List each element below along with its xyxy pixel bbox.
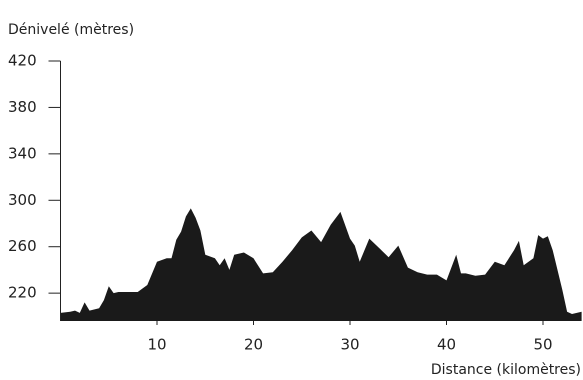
y-tick-label: 260 (8, 237, 37, 255)
y-tick-label: 340 (8, 144, 37, 162)
y-tick-label: 300 (8, 191, 37, 209)
x-tick-label: 30 (340, 336, 359, 354)
y-tick-label: 380 (8, 98, 37, 116)
y-tick-label: 420 (8, 52, 37, 70)
x-tick-label: 20 (244, 336, 263, 354)
elevation-area (60, 208, 582, 321)
y-axis-title: Dénivelé (mètres) (8, 22, 134, 38)
y-tick-label: 220 (8, 284, 37, 302)
x-tick-label: 50 (533, 336, 552, 354)
x-axis-title: Distance (kilomètres) (431, 362, 581, 378)
x-tick-label: 40 (437, 336, 456, 354)
x-tick-label: 10 (147, 336, 166, 354)
